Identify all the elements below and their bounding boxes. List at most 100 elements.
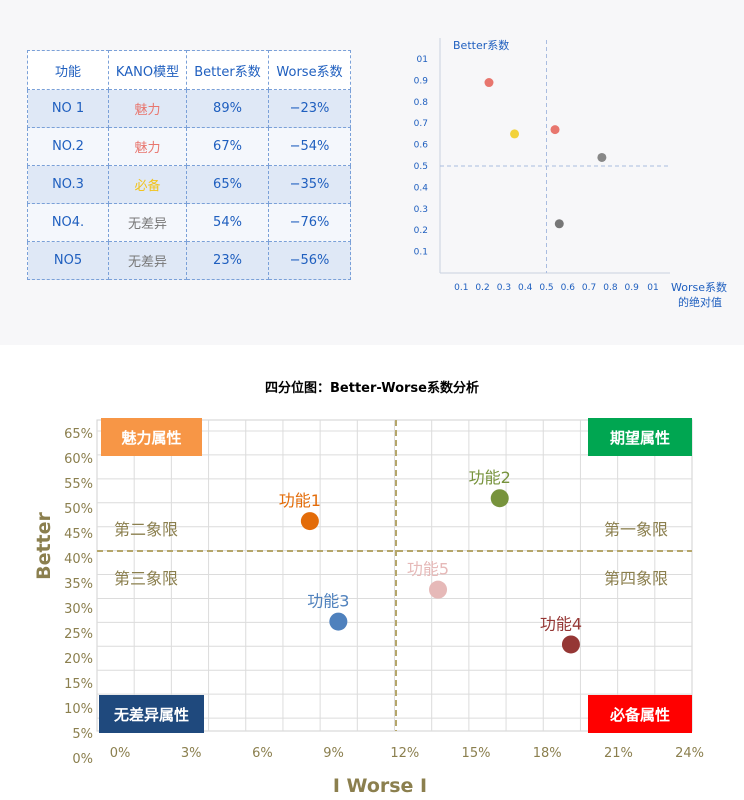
plot-area (96, 419, 693, 732)
x-axis-title: I Worse I (333, 775, 427, 797)
corner-label-box (588, 695, 692, 733)
scatter-point (597, 152, 607, 162)
x-tick-label: 3% (181, 746, 202, 761)
y-tick-label: 0.2 (414, 226, 428, 236)
x-tick-label: 9% (323, 746, 344, 761)
table-row: NO.2 魅力 67% −54% (27, 127, 351, 166)
x-tick-label: 0.3 (497, 283, 511, 293)
x-axis-title: Worse系数 (671, 281, 727, 294)
corner-label: 期望属性 (610, 429, 670, 447)
y-tick-label: 0.4 (414, 183, 429, 193)
chart-title: 四分位图：Better-Worse系数分析 (265, 381, 479, 396)
scatter-point (484, 78, 494, 88)
table-row: NO 1 魅力 89% −23% (27, 89, 351, 128)
x-tick-label: 0.5 (539, 283, 553, 293)
row-model: 魅力 (108, 89, 187, 128)
x-tick-label: 21% (604, 746, 633, 761)
scatter-point (510, 129, 520, 139)
corner-label-box (101, 418, 202, 456)
point-label: 功能4 (540, 614, 582, 633)
corner-label: 必备属性 (609, 706, 670, 724)
y-tick-label: 0.9 (414, 76, 429, 86)
point-label: 功能3 (307, 592, 349, 611)
y-tick-label: 0.3 (414, 205, 428, 215)
y-tick-label: 35% (64, 577, 93, 592)
table-row: NO5 无差异 23% −56% (27, 241, 351, 280)
quadrant-label: 第一象限 (604, 520, 668, 539)
x-tick-label: 0.2 (475, 283, 489, 293)
table-header: 功能 (27, 50, 109, 90)
point-label: 功能2 (469, 468, 511, 487)
table-header: Worse系数 (268, 50, 351, 90)
row-name: NO 1 (27, 89, 109, 128)
table-header: KANO模型 (108, 50, 187, 90)
x-axis-title-line2: 的绝对值 (678, 295, 722, 309)
x-tick-label: 0.1 (454, 283, 468, 293)
y-tick-label: 30% (64, 602, 93, 617)
x-tick-label: 0% (110, 746, 131, 761)
row-worse: −35% (268, 165, 351, 204)
corner-label: 魅力属性 (121, 429, 181, 447)
scatter-point (550, 125, 560, 135)
y-tick-label: 0.5 (414, 162, 428, 172)
y-tick-label: 5% (72, 727, 93, 742)
corner-label-box (99, 695, 204, 733)
point-label: 功能1 (279, 491, 321, 510)
y-tick-label: 20% (64, 652, 93, 667)
row-worse: −23% (268, 89, 351, 128)
y-tick-label: 40% (64, 552, 93, 567)
table-header-row: 功能 KANO模型 Better系数 Worse系数 (27, 50, 351, 90)
y-axis-title: Better系数 (453, 39, 509, 52)
y-tick-label: 55% (64, 477, 93, 492)
x-tick-label: 15% (462, 746, 491, 761)
row-name: NO.2 (27, 127, 109, 166)
row-model: 无差异 (108, 203, 187, 242)
x-tick-label: 0.7 (582, 283, 596, 293)
kano-table: 功能 KANO模型 Better系数 Worse系数 NO 1 魅力 89% −… (27, 50, 351, 280)
corner-label-box (588, 418, 692, 456)
scatter-point (554, 219, 564, 229)
y-tick-label: 0.8 (414, 98, 429, 108)
y-tick-label: 15% (64, 677, 93, 692)
y-tick-label: 65% (64, 427, 93, 442)
scatter-point (429, 580, 448, 599)
quadrant-label: 第三象限 (114, 569, 178, 588)
y-axis-title: Better (33, 511, 55, 579)
row-name: NO.3 (27, 165, 109, 204)
quadrant-label: 第二象限 (114, 520, 178, 539)
row-worse: −54% (268, 127, 351, 166)
x-tick-label: 18% (533, 746, 562, 761)
table-row: NO.3 必备 65% −35% (27, 165, 351, 204)
x-tick-label: 0.4 (518, 283, 533, 293)
y-tick-label: 60% (64, 452, 93, 467)
quadrant-label: 第四象限 (604, 569, 668, 588)
y-tick-label: 0.7 (414, 119, 428, 129)
row-better: 67% (186, 127, 269, 166)
x-tick-label: 0.8 (603, 283, 618, 293)
x-tick-label: 01 (647, 283, 658, 293)
y-tick-label: 50% (64, 502, 93, 517)
y-tick-label: 10% (64, 702, 93, 717)
row-worse: −56% (268, 241, 351, 280)
scatter-point (329, 612, 348, 631)
row-name: NO5 (27, 241, 109, 280)
scatter-point (300, 512, 319, 531)
y-tick-label: 0.6 (414, 141, 429, 151)
y-tick-label: 25% (64, 627, 93, 642)
scatter-point (561, 635, 580, 654)
small-scatter-chart: 0.1 0.2 0.3 0.4 0.5 0.6 0.7 0.8 0.9 01 01 0.9 0.8 0.7… (414, 38, 727, 309)
corner-label: 无差异属性 (113, 706, 189, 724)
x-tick-label: 6% (252, 746, 273, 761)
x-tick-label: 24% (675, 746, 704, 761)
scatter-point (490, 489, 509, 508)
row-name: NO4. (27, 203, 109, 242)
row-model: 无差异 (108, 241, 187, 280)
y-tick-label: 45% (64, 527, 93, 542)
x-tick-label: 0.6 (561, 283, 576, 293)
row-better: 89% (186, 89, 269, 128)
y-tick-label: 0.1 (414, 248, 428, 258)
row-better: 54% (186, 203, 269, 242)
x-tick-label: 12% (390, 746, 419, 761)
y-tick-label: 0% (72, 752, 93, 767)
y-tick-label: 01 (417, 55, 428, 65)
